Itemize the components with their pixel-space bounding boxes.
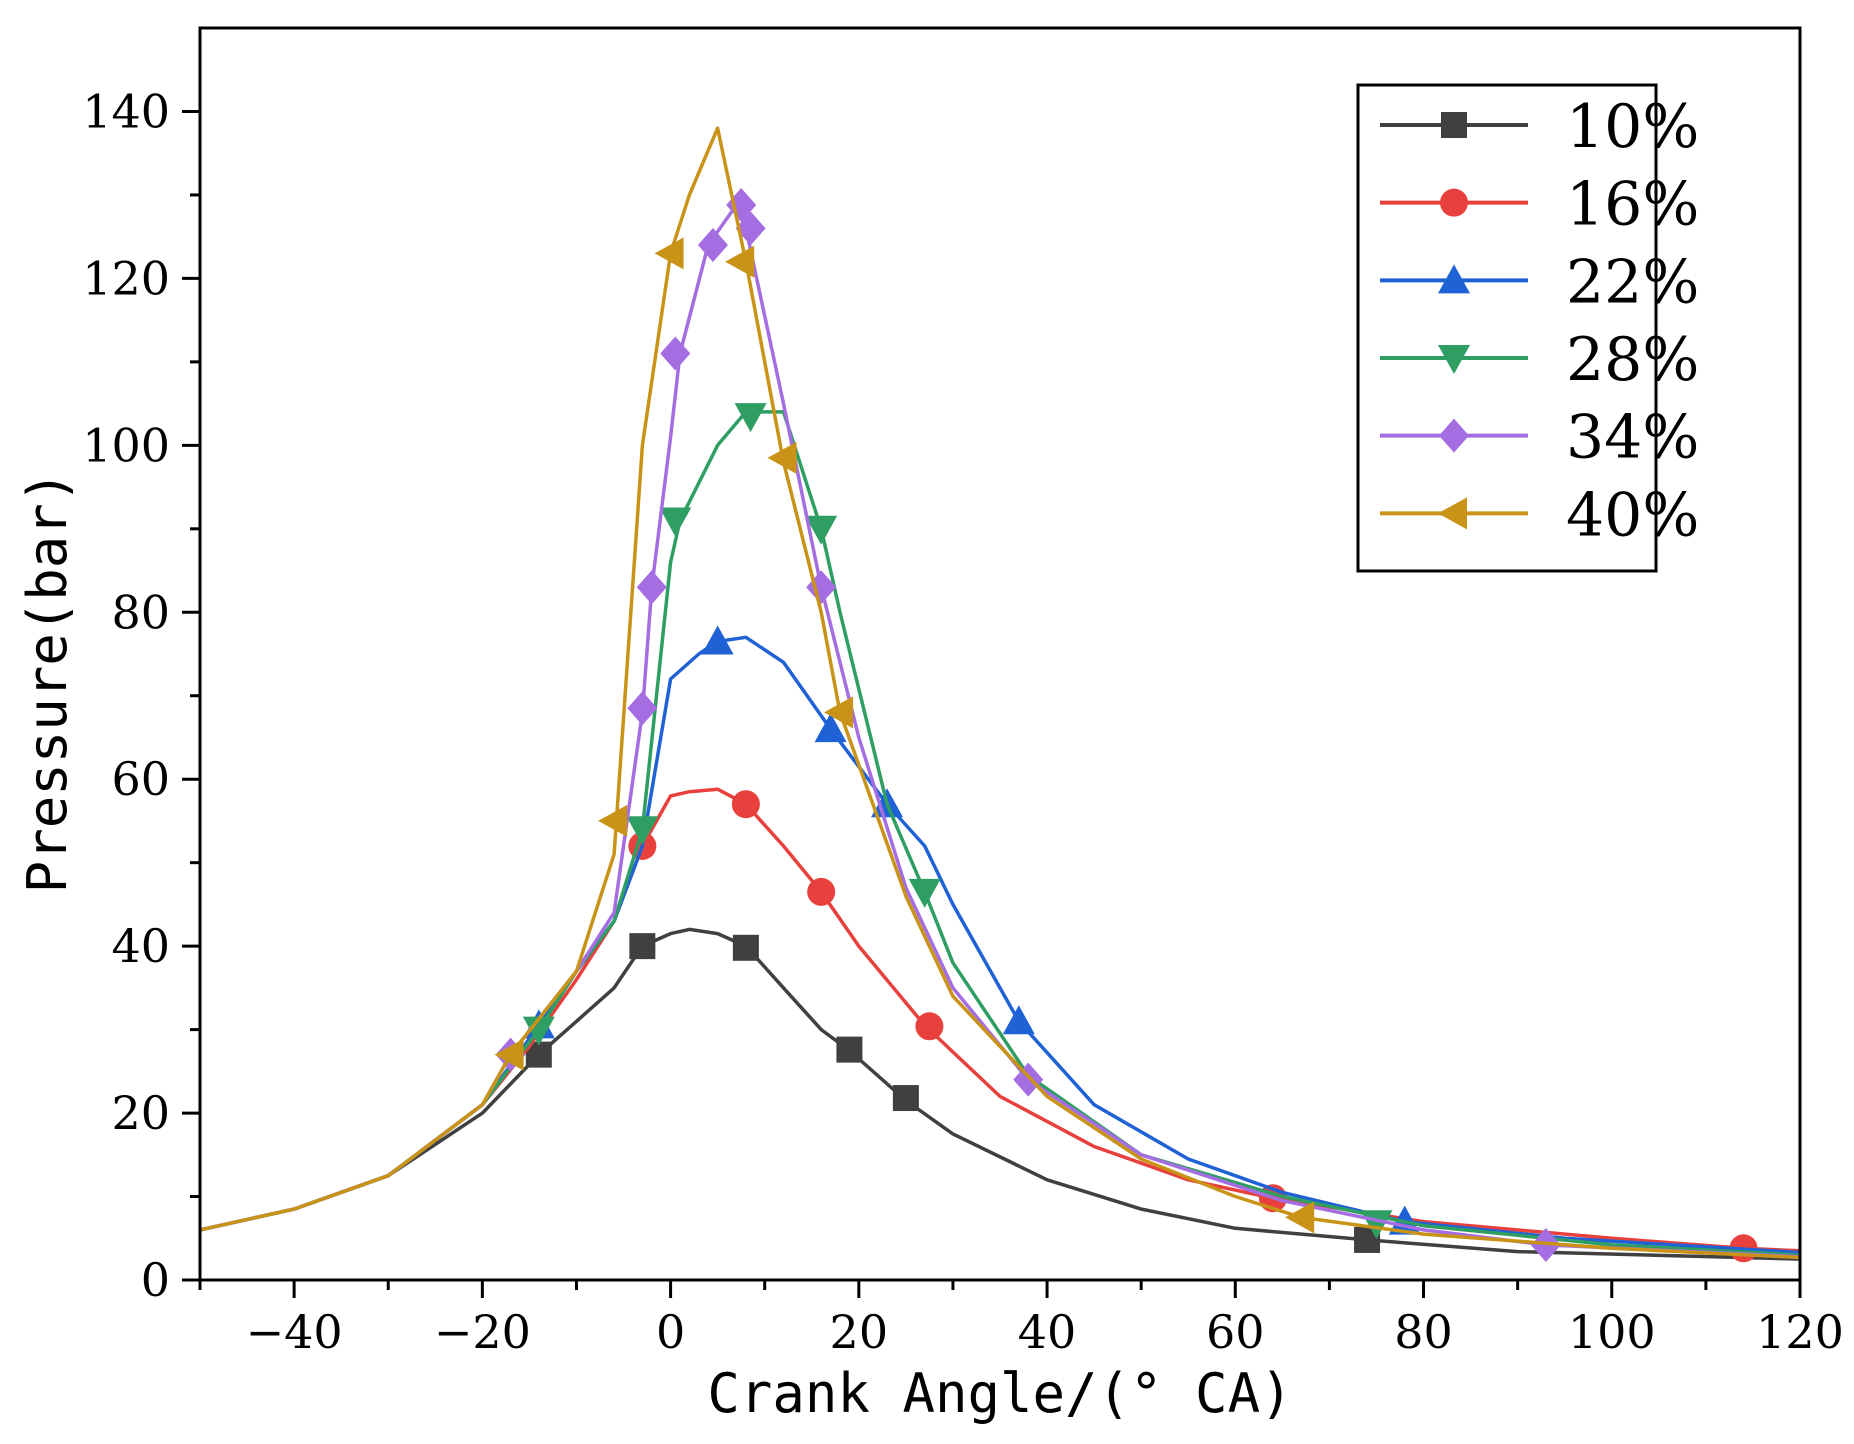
data-point [598,804,628,837]
legend-box [1356,83,1658,573]
data-point [824,696,853,729]
legend-label: 34% [1566,403,1699,473]
y-tick-label: 100 [82,418,170,472]
legend-label: 40% [1566,480,1699,550]
data-point [660,336,691,371]
data-point [814,713,847,743]
y-axis-title: Pressure(bar) [16,471,79,894]
series-line [199,635,1801,1255]
x-tick-label: −40 [246,1305,343,1359]
data-point [725,245,755,278]
x-tick-label: 100 [1568,1305,1656,1359]
data-point [522,1016,555,1046]
y-tick-label: 80 [111,585,170,639]
legend-label: 10% [1566,92,1699,162]
data-point [805,515,838,545]
x-tick-label: 120 [1756,1305,1844,1359]
legend: 10% 16%22% 28% 34%40% [1356,83,1699,573]
data-point [697,228,728,263]
data-point [636,570,667,605]
legend-item: 10% [1380,92,1699,162]
legend-marker [1441,112,1467,138]
data-point [807,877,836,906]
x-tick-label: 80 [1394,1305,1453,1359]
y-tick-label: 20 [111,1086,170,1140]
data-point [915,1012,944,1041]
legend-marker [1439,418,1469,453]
x-tick-label: 60 [1206,1305,1265,1359]
y-tick-label: 120 [82,251,170,305]
series-layer [199,126,1801,1263]
legend-item: 28% [1380,325,1699,395]
data-point [908,878,941,908]
data-point [626,816,659,846]
data-point [892,1085,919,1112]
x-tick-label: −20 [434,1305,531,1359]
legend-item: 40% [1380,480,1699,550]
data-point [701,625,734,655]
legend-item: 34% [1380,403,1699,473]
data-point [1002,1005,1035,1035]
series-line [199,126,1801,1260]
data-point [836,1036,863,1063]
data-point [1013,1062,1044,1097]
data-point [627,691,658,726]
legend-marker [1438,264,1470,294]
data-point [659,507,692,537]
legend-label: 22% [1566,247,1699,317]
legend-marker [1438,497,1467,530]
series-40% [199,126,1801,1260]
x-axis-title: Crank Angle/(° CA) [707,1362,1292,1425]
legend-marker [1438,345,1470,374]
plot-frame [198,26,1802,1282]
legend-label: 16% [1566,170,1699,240]
y-tick-label: 60 [111,752,170,806]
data-point [731,790,760,819]
x-tick-label: 20 [830,1305,889,1359]
data-point [1285,1201,1315,1234]
x-tick-label: 40 [1018,1305,1077,1359]
data-point [767,441,797,474]
data-point [629,933,656,960]
legend-marker [1440,188,1468,217]
x-tick-label: 0 [656,1305,685,1359]
data-point [734,403,767,433]
data-point [654,237,684,270]
data-point [735,211,766,246]
data-point [732,934,759,961]
series-10% [199,927,1801,1261]
data-point [494,1038,524,1071]
legend-item: 22% [1380,247,1699,317]
legend-item: 16% [1380,170,1699,240]
y-tick-label: 40 [111,919,170,973]
legend-label: 28% [1566,325,1699,395]
y-tick-label: 0 [141,1253,170,1307]
y-tick-label: 140 [82,84,170,138]
axis-layer: −40 −20 0 20 40 60 80 100 120 0 20 40 60 80 100 120 140 [82,84,1844,1359]
